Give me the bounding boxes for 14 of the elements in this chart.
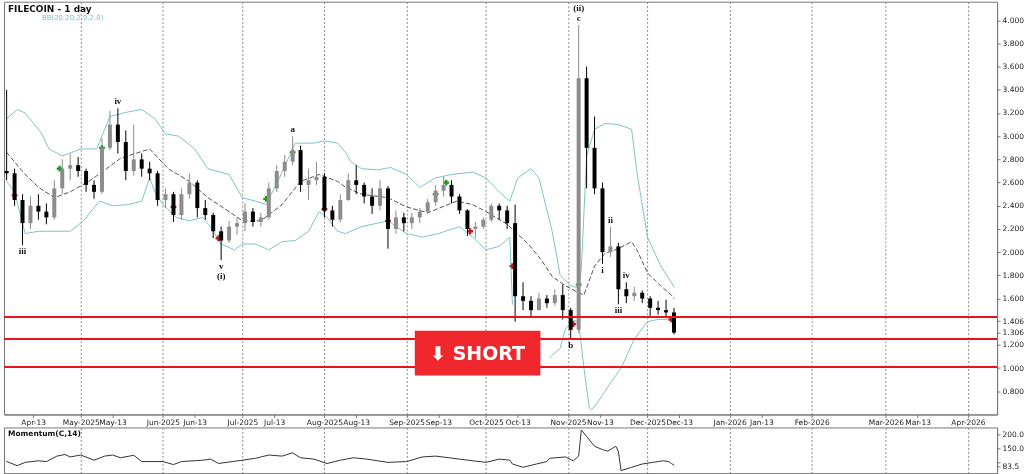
annotation: ii	[607, 214, 614, 225]
annotation: i	[601, 264, 605, 275]
annotation: c	[576, 12, 581, 23]
annotation: a	[290, 124, 296, 135]
annotation: iii	[18, 246, 27, 257]
chart-title: FILECOIN - 1 day	[7, 3, 92, 14]
annotation: v	[218, 261, 224, 272]
annotation: iii	[614, 305, 623, 316]
annotation: iv	[622, 270, 631, 281]
annotation: (i)	[216, 271, 226, 282]
annotation: ⬇ SHORT	[430, 341, 526, 364]
annotation: iv	[114, 96, 122, 107]
annotation: b	[568, 340, 574, 351]
annotation: (ii)	[573, 2, 585, 13]
